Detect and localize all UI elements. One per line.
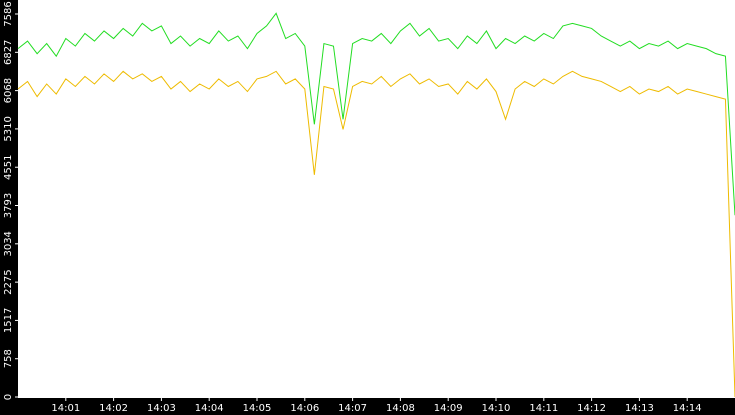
y-tick-label: 0 [3, 394, 14, 400]
series-line [17, 70, 735, 398]
series-line [17, 12, 735, 216]
x-tick-label: 14:14 [673, 403, 702, 414]
y-tick-label: 2275 [3, 269, 14, 294]
y-tick-label: 7586 [3, 1, 14, 26]
x-tick-label: 14:06 [290, 403, 319, 414]
y-tick-label: 758 [3, 349, 14, 368]
x-tick-label: 14:02 [99, 403, 128, 414]
y-tick-label: 1517 [3, 308, 14, 333]
y-tick-label: 3034 [3, 231, 14, 256]
y-tick-label: 6068 [3, 78, 14, 103]
x-tick-label: 14:10 [482, 403, 511, 414]
x-tick-label: 14:09 [434, 403, 463, 414]
y-tick-label: 5310 [3, 116, 14, 141]
y-tick-label: 4551 [3, 154, 14, 179]
x-tick-label: 14:05 [243, 403, 272, 414]
y-tick-label: 6827 [3, 40, 14, 65]
x-tick-label: 14:12 [577, 403, 606, 414]
x-tick-label: 14:07 [338, 403, 367, 414]
x-tick-label: 14:08 [386, 403, 415, 414]
x-tick-label: 14:03 [147, 403, 176, 414]
x-tick-label: 14:01 [51, 403, 80, 414]
y-tick-label: 3793 [3, 193, 14, 218]
y-axis-strip [0, 0, 18, 415]
x-tick-label: 14:11 [529, 403, 558, 414]
x-tick-label: 14:13 [625, 403, 654, 414]
x-tick-label: 14:04 [195, 403, 224, 414]
x-axis-strip [0, 398, 735, 415]
